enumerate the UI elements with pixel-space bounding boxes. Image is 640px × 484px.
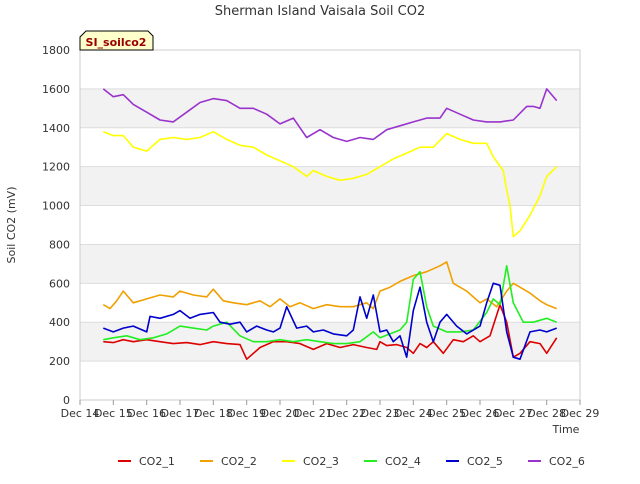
y-tick-label: 800 [49,238,70,251]
y-axis: 0 200 400 600 800 1000 1200 1400 1600 1800 [42,44,70,407]
tag-box-shape [79,30,154,51]
y-axis-label: Soil CO2 (mV) [5,187,18,264]
x-tick-label: Dec 22 [327,407,366,420]
x-tick-label: Dec 23 [361,407,400,420]
tag-box: SI_soilco2 [79,30,154,51]
x-tick-label: Dec 14 [61,407,100,420]
y-tick-label: 1200 [42,161,70,174]
y-tick-label: 0 [63,394,70,407]
y-tick-label: 400 [49,316,70,329]
background-band [80,166,580,206]
x-tick-label: Dec 24 [394,407,433,420]
x-tick-label: Dec 19 [227,407,266,420]
background-bands [80,88,580,362]
background-band [80,244,580,284]
y-tick-label: 1000 [42,200,70,213]
y-tick-label: 1800 [42,44,70,57]
x-tick-label: Dec 17 [161,407,200,420]
x-tick-label: Dec 20 [261,407,300,420]
series-layer [102,88,558,361]
x-tick-label: Dec 28 [527,407,566,420]
series-line-co2-4 [103,264,557,345]
y-tick-label: 1400 [42,122,70,135]
x-axis-label: Time [552,423,580,436]
y-tick-label: 1600 [42,83,70,96]
series-line-co2-6 [102,88,558,143]
plot-frame [79,49,581,401]
tag-box-label: SI_soilco2 [86,36,147,49]
x-tick-label: Dec 18 [194,407,233,420]
series-line-co2-1 [103,303,558,361]
x-tick-label: Dec 15 [94,407,133,420]
legend-label-co2-2: CO2_2 [221,455,257,468]
legend-label-co2-4: CO2_4 [385,455,421,468]
legend-label-co2-3: CO2_3 [303,455,339,468]
legend-label-co2-5: CO2_5 [467,455,503,468]
chart-title: Sherman Island Vaisala Soil CO2 [215,4,425,19]
legend-label-co2-1: CO2_1 [139,455,175,468]
series-line-co2-3 [103,130,558,238]
x-tick-label: Dec 21 [294,407,333,420]
series-line-co2-2 [102,261,557,310]
y-tick-label: 200 [49,355,70,368]
legend-label-co2-6: CO2_6 [549,455,585,468]
y-tick-label: 600 [49,277,70,290]
legend: CO2_1 CO2_2 CO2_3 CO2_4 CO2_5 CO2_6 [118,455,585,468]
x-tick-label: Dec 26 [461,407,500,420]
x-tick-label: Dec 27 [494,407,533,420]
series-line-co2-5 [103,282,557,361]
x-tick-label: Dec 29 [561,407,600,420]
x-tick-label: Dec 25 [427,407,466,420]
x-tick-label: Dec 16 [127,407,166,420]
